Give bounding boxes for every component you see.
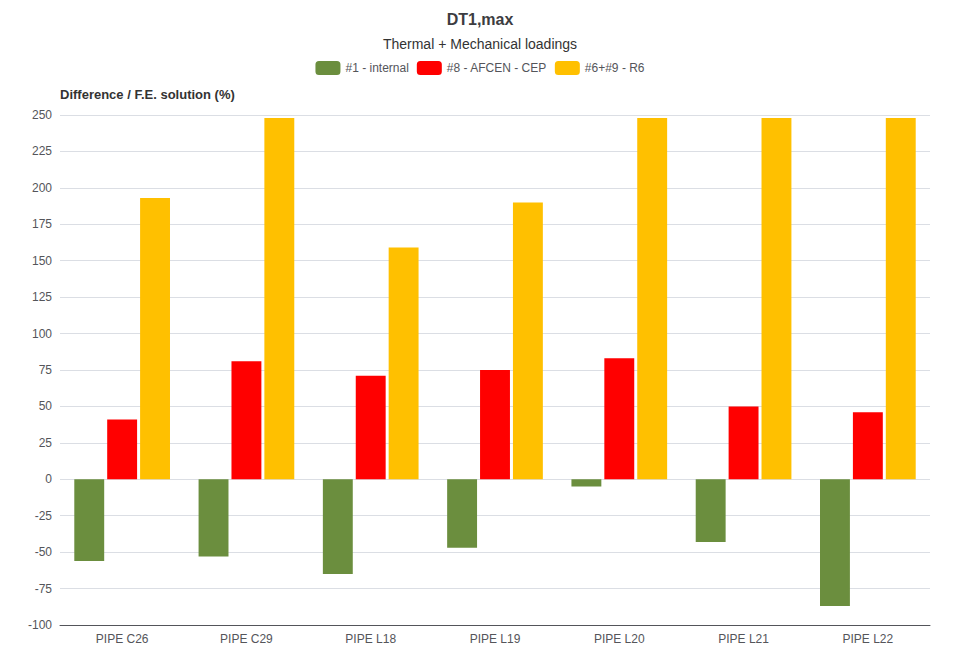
svg-text:PIPE C29: PIPE C29 [220, 632, 273, 646]
svg-text:200: 200 [32, 181, 52, 195]
svg-text:PIPE L18: PIPE L18 [345, 632, 396, 646]
svg-text:75: 75 [39, 363, 53, 377]
svg-text:25: 25 [39, 436, 53, 450]
svg-text:0: 0 [45, 472, 52, 486]
svg-text:PIPE L22: PIPE L22 [843, 632, 894, 646]
svg-text:PIPE L21: PIPE L21 [718, 632, 769, 646]
svg-text:#6+#9 - R6: #6+#9 - R6 [585, 61, 645, 75]
svg-text:PIPE C26: PIPE C26 [96, 632, 149, 646]
svg-text:125: 125 [32, 290, 52, 304]
svg-text:100: 100 [32, 327, 52, 341]
svg-text:DT1,max: DT1,max [447, 11, 514, 28]
svg-text:-25: -25 [35, 509, 53, 523]
svg-text:PIPE L19: PIPE L19 [470, 632, 521, 646]
svg-text:Thermal + Mechanical loadings: Thermal + Mechanical loadings [383, 36, 577, 52]
svg-text:-50: -50 [35, 545, 53, 559]
svg-text:PIPE L20: PIPE L20 [594, 632, 645, 646]
svg-text:150: 150 [32, 254, 52, 268]
svg-text:-75: -75 [35, 582, 53, 596]
svg-text:50: 50 [39, 399, 53, 413]
svg-text:#1 - internal: #1 - internal [345, 61, 408, 75]
svg-text:-100: -100 [28, 618, 52, 632]
svg-text:#8 - AFCEN - CEP: #8 - AFCEN - CEP [447, 61, 546, 75]
svg-text:225: 225 [32, 144, 52, 158]
svg-text:175: 175 [32, 217, 52, 231]
svg-text:Difference / F.E. solution (%): Difference / F.E. solution (%) [60, 87, 235, 102]
svg-text:250: 250 [32, 108, 52, 122]
